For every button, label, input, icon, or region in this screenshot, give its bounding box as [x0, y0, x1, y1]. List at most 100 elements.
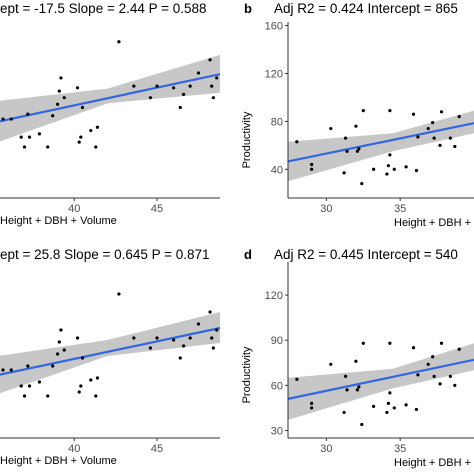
panel-b-data-point — [357, 147, 361, 151]
panel-d-data-point — [357, 385, 361, 389]
panel-d-data-point — [411, 346, 416, 350]
panel-a-data-point — [117, 40, 121, 44]
panel-c-data-point — [211, 346, 215, 350]
panel-c-data-point — [215, 328, 219, 332]
panel-b-data-point — [431, 120, 435, 125]
panel-b-data-point — [457, 114, 461, 119]
panel-b-confidence-band — [288, 110, 474, 182]
panel-a-data-point — [75, 86, 80, 90]
panel-b-data-point — [355, 149, 359, 153]
panel-c-x-tick-label: 40 — [68, 443, 80, 455]
panel-d-data-point — [426, 362, 430, 366]
panel-d-data-point — [404, 403, 408, 407]
panel-d-data-point — [457, 347, 461, 351]
panel-a-data-point — [19, 135, 23, 139]
panel-a-data-point — [210, 84, 214, 88]
panel-a-data-point — [79, 135, 83, 139]
panel-b-data-point — [385, 172, 389, 176]
panel-a: ept = -17.5 Slope = 2.44 P = 0.588 40 45 … — [0, 1, 221, 227]
panel-d-data-point — [343, 374, 348, 378]
panel-d-letter: d — [244, 247, 252, 262]
panel-b-data-point — [329, 126, 333, 131]
panel-c-data-point — [79, 384, 83, 388]
panel-c-title: ept = 25.8 Slope = 0.645 P = 0.871 — [0, 247, 210, 262]
panel-a-data-point — [37, 132, 42, 136]
panel-a-x-tick-label: 40 — [68, 203, 80, 215]
panel-c-data-point — [94, 394, 98, 398]
panel-c-data-point — [22, 394, 27, 398]
panel-d-data-point — [432, 374, 436, 378]
panel-d-data-point — [448, 374, 452, 378]
panel-d-x-tick-label: 35 — [394, 443, 406, 455]
panel-d-data-point — [329, 362, 333, 366]
panel-c-data-point — [89, 378, 93, 382]
panel-a-title: ept = -17.5 Slope = 2.44 P = 0.588 — [0, 1, 207, 16]
panel-c-data-point — [26, 364, 30, 368]
panel-d-data-point — [416, 373, 420, 377]
panel-b-y-tick-label: 80 — [271, 116, 283, 128]
panel-d-data-point — [372, 404, 376, 409]
panel-b-x-axis-label: Height + DBH + Volume — [394, 217, 474, 229]
panel-c-data-point — [27, 384, 32, 388]
panel-b-data-point — [438, 143, 442, 147]
panel-c-data-point — [75, 336, 80, 340]
panel-a-data-point — [51, 114, 55, 118]
panel-c-data-point — [51, 364, 55, 368]
panel-c-data-point — [77, 390, 81, 394]
panel-d-fit-line — [287, 358, 474, 400]
panel-d-data-point — [361, 341, 365, 345]
panel-a-data-point — [155, 84, 159, 88]
panel-c-data-point — [59, 328, 63, 332]
panel-b-data-point — [392, 167, 396, 171]
panel-d-data-point — [342, 410, 346, 415]
panel-b-fit-line — [287, 122, 474, 163]
panel-b-data-point — [343, 136, 348, 140]
panel-d: d Adj R2 = 0.445 Intercept = 540 30 35 30 6… — [241, 247, 474, 469]
panel-c-confidence-band — [0, 312, 220, 394]
panel-c-data-point — [210, 336, 214, 340]
panel-c-data-point — [19, 384, 23, 388]
panel-d-data-point — [431, 355, 435, 359]
panel-c-data-point — [56, 352, 60, 356]
panel-a-data-point — [56, 102, 60, 106]
panel-c-data-point — [9, 368, 13, 372]
panel-b-data-point — [432, 136, 436, 140]
panel-d-x-tick-label: 30 — [320, 443, 332, 455]
panel-b-data-point — [426, 126, 430, 131]
panel-c-data-point — [1, 368, 5, 372]
panel-a-data-point — [80, 105, 85, 110]
panel-a-data-point — [27, 135, 32, 139]
panel-c-data-point — [155, 336, 159, 340]
panel-b-data-point — [354, 124, 358, 128]
panel-d-data-point — [388, 391, 392, 395]
panel-c: ept = 25.8 Slope = 0.645 P = 0.871 40 45 … — [0, 247, 221, 467]
panel-a-data-point — [59, 76, 63, 80]
panel-c-data-point — [95, 376, 100, 380]
panel-a-data-point — [62, 96, 66, 100]
panel-b-data-point — [310, 162, 314, 167]
panel-b-y-axis-label: Productivity — [241, 111, 253, 168]
panel-d-data-point — [310, 406, 314, 410]
panel-a-data-point — [178, 105, 182, 110]
panel-b-x-tick-label: 35 — [394, 203, 406, 215]
panel-b-data-point — [386, 164, 390, 168]
panel-c-data-point — [196, 322, 201, 326]
panel-a-data-point — [132, 84, 136, 88]
panel-c-data-point — [57, 340, 61, 344]
panel-b-data-point — [342, 171, 346, 175]
panel-c-x-axis-label: Height + DBH + Volume — [0, 455, 117, 467]
panel-a-x-tick-label: 45 — [151, 203, 163, 215]
panel-a-data-point — [26, 112, 30, 116]
panel-d-title: Adj R2 = 0.445 Intercept = 540 — [274, 247, 458, 262]
panel-b-x-tick-label: 30 — [320, 203, 332, 215]
panel-b: b Adj R2 = 0.424 Intercept = 865 30 35 40 8… — [241, 1, 474, 229]
panel-b-data-point — [372, 167, 376, 171]
panel-c-data-point — [181, 344, 186, 348]
panel-d-data-point — [345, 388, 349, 392]
panel-b-y-tick-label: 160 — [265, 21, 283, 33]
panel-b-data-point — [416, 135, 420, 139]
panel-a-fit-line — [0, 73, 221, 123]
panel-c-data-point — [132, 336, 136, 340]
panel-c-data-point — [37, 380, 42, 384]
panel-a-data-point — [172, 86, 176, 90]
